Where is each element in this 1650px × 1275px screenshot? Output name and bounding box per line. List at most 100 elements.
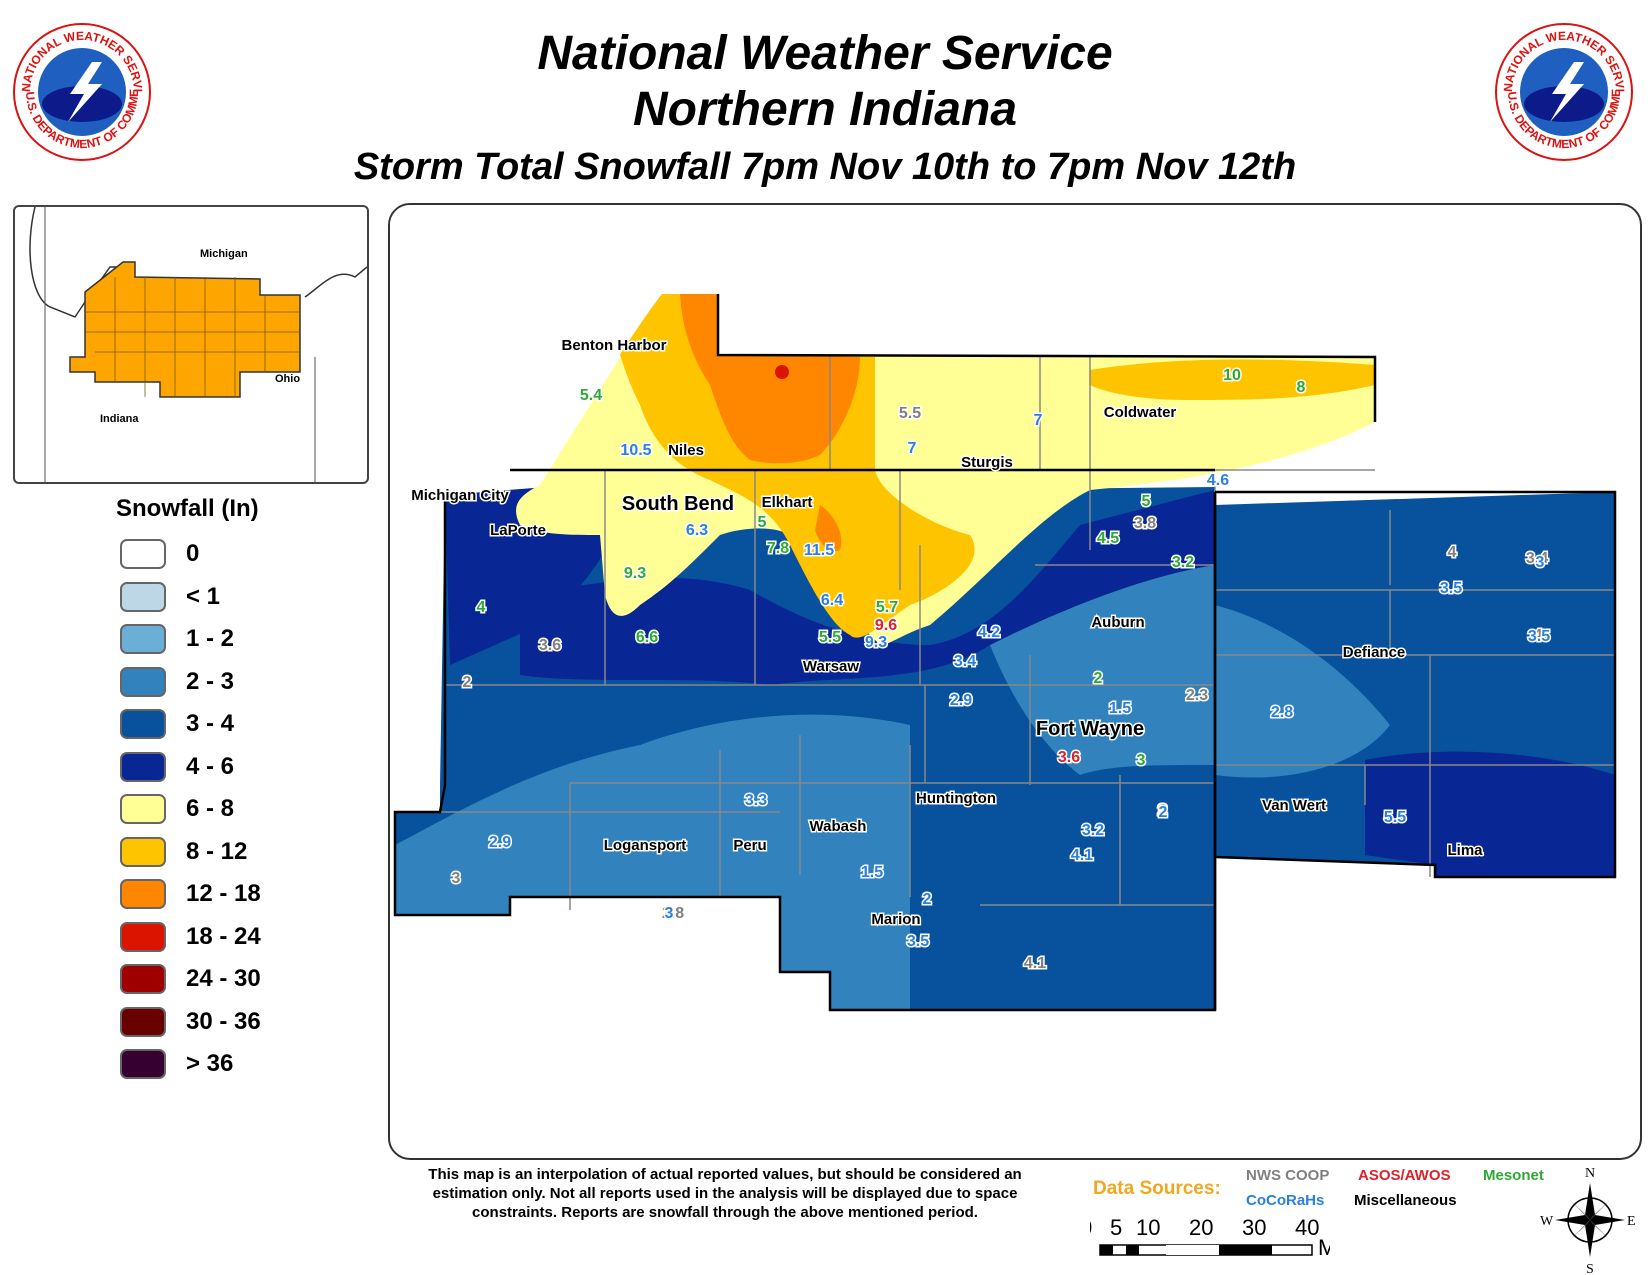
legend-title: Snowfall (In)	[116, 495, 259, 522]
scale-tick-labels: 05 10 20 30 40	[1090, 1215, 1319, 1240]
scale-tick-label: 40	[1295, 1215, 1319, 1240]
city-label: Van Wert	[1262, 797, 1326, 814]
report-value-cocorahs: 5.5	[1384, 809, 1406, 826]
inset-locator-map: Michigan Ohio Indiana	[13, 205, 369, 484]
report-value-cocorahs: 2.9	[950, 692, 972, 709]
report-value-mesonet: 2	[1094, 670, 1103, 687]
legend-swatch	[120, 921, 166, 952]
inset-label-ohio: Ohio	[275, 373, 300, 385]
city-label: Benton Harbor	[562, 337, 667, 354]
report-value-cocorahs: 3	[1536, 554, 1545, 571]
city-label: LaPorte	[490, 522, 546, 539]
city-label: Logansport	[604, 837, 687, 854]
city-labels: Benton Harbor Niles Michigan City LaPorte So…	[410, 336, 1485, 930]
legend-item: 2 - 3	[108, 661, 348, 704]
state-boundaries	[393, 294, 1617, 1012]
report-value-cocorahs: 3.5	[907, 933, 929, 950]
report-value-mesonet: 3.2	[1172, 554, 1194, 571]
band-4-6-lima	[1365, 751, 1615, 877]
report-value-mesonet: 5.4	[580, 387, 602, 404]
report-labels: 5.53.82.32.84.123.642433.4210.56.311.56.…	[450, 366, 1552, 974]
report-value-coop: 2	[1158, 802, 1167, 819]
legend-item: 6 - 8	[108, 788, 348, 831]
legend-swatch	[120, 624, 166, 655]
report-value-mesonet: 10	[1223, 367, 1241, 384]
legend-item: 24 - 30	[108, 958, 348, 1001]
scale-tick-label: 5	[1110, 1215, 1122, 1240]
report-value-mesonet: 4.5	[1097, 530, 1119, 547]
report-value-cocorahs: 2.9	[489, 834, 511, 851]
compass-w: W	[1540, 1214, 1554, 1229]
legend-label: 24 - 30	[186, 965, 261, 993]
legend-label: 6 - 8	[186, 795, 235, 823]
report-value-cocorahs: 10.5	[620, 442, 651, 459]
legend-label: 4 - 6	[186, 752, 235, 780]
legend-item: 4 - 6	[108, 746, 348, 789]
legend-item: > 36	[108, 1043, 348, 1086]
report-value-cocorahs: 4.6	[1207, 472, 1229, 489]
band-2-3-east	[990, 565, 1215, 775]
report-value-coop: 5.5	[899, 405, 921, 422]
inset-label-michigan: Michigan	[200, 248, 248, 260]
report-value-coop: 3.4	[1526, 550, 1548, 567]
report-value-cocorahs: 6.4	[821, 592, 843, 609]
report-value-coop: 4	[1534, 627, 1543, 644]
city-label: Elkhart	[762, 494, 813, 511]
legend-item: 12 - 18	[108, 873, 348, 916]
legend-item: 30 - 36	[108, 1001, 348, 1044]
city-label: Sturgis	[961, 454, 1013, 471]
report-value-mesonet: 8	[1297, 379, 1306, 396]
city-label: Huntington	[916, 790, 996, 807]
report-value-coop: 2.3	[1186, 687, 1208, 704]
compass-e: E	[1627, 1214, 1636, 1229]
legend-swatch	[120, 1049, 166, 1080]
report-value-cocorahs: 2.8	[1271, 704, 1293, 721]
legend-swatch	[120, 751, 166, 782]
report-value-cocorahs: 4.2	[978, 624, 1000, 641]
report-value-cocorahs: 3.5	[1528, 628, 1550, 645]
data-sources-label: Data Sources:	[1093, 1178, 1221, 1199]
report-value-cocorahs: 7	[908, 440, 917, 457]
report-value-coop: 3	[452, 870, 461, 887]
report-value-coop: 2	[463, 674, 472, 691]
city-label: Peru	[733, 837, 766, 854]
nws-logo-right: NATIONAL WEATHER SERVICE U.S. DEPARTMENT…	[1494, 22, 1633, 161]
report-value-asos: 9.6	[875, 617, 897, 634]
band-4-6-central	[520, 490, 1215, 685]
source-mesonet: Mesonet	[1483, 1167, 1544, 1184]
report-value-cocorahs: 2	[923, 891, 932, 908]
legend-label: 3 - 4	[186, 710, 235, 738]
band-8-12-coldwater	[1090, 359, 1375, 400]
city-label: Warsaw	[803, 658, 859, 675]
snowfall-map: Benton Harbor Niles Michigan City LaPorte So…	[388, 203, 1642, 1160]
report-value-coop: 3.8	[1134, 515, 1156, 532]
legend-swatch	[120, 581, 166, 612]
legend-swatch	[120, 964, 166, 995]
report-value-cocorahs: 11.5	[804, 542, 834, 559]
report-value-mesonet: 3	[1137, 752, 1146, 769]
nws-lightning-cloud-icon	[1550, 62, 1584, 122]
report-value-cocorahs: 7	[1034, 412, 1043, 429]
title-line-2: Northern Indiana	[632, 83, 1018, 136]
scale-unit: Miles	[1318, 1235, 1330, 1260]
scale-tick-label: 30	[1242, 1215, 1266, 1240]
band-2-3-ohio	[1215, 605, 1390, 778]
band-12-18-elkhart	[815, 505, 842, 552]
legend-swatch	[120, 539, 166, 570]
title-line-1: National Weather Service	[537, 27, 1113, 80]
scale-tick-label: 0	[1090, 1215, 1092, 1240]
lake-michigan	[390, 205, 662, 495]
snowfall-legend: Snowfall (In) 0 < 1 1 - 2 2 - 3 3 - 4 4 - 6 6 …	[108, 495, 348, 1086]
compass-s: S	[1586, 1262, 1594, 1275]
city-label: Marion	[871, 911, 920, 928]
legend-label: 18 - 24	[186, 922, 261, 950]
report-value-mesonet: 6.6	[636, 629, 658, 646]
city-label: Coldwater	[1104, 404, 1177, 421]
legend-label: 8 - 12	[186, 837, 248, 865]
report-value-cocorahs: 3.5	[1440, 580, 1462, 597]
report-value-cocorahs: 3.3	[745, 792, 767, 809]
report-value-mesonet: 9.3	[624, 565, 646, 582]
report-value-coop: 4.1	[1024, 955, 1046, 972]
report-value-coop: 2.8	[662, 905, 684, 922]
report-value-mesonet: 4	[477, 599, 486, 616]
